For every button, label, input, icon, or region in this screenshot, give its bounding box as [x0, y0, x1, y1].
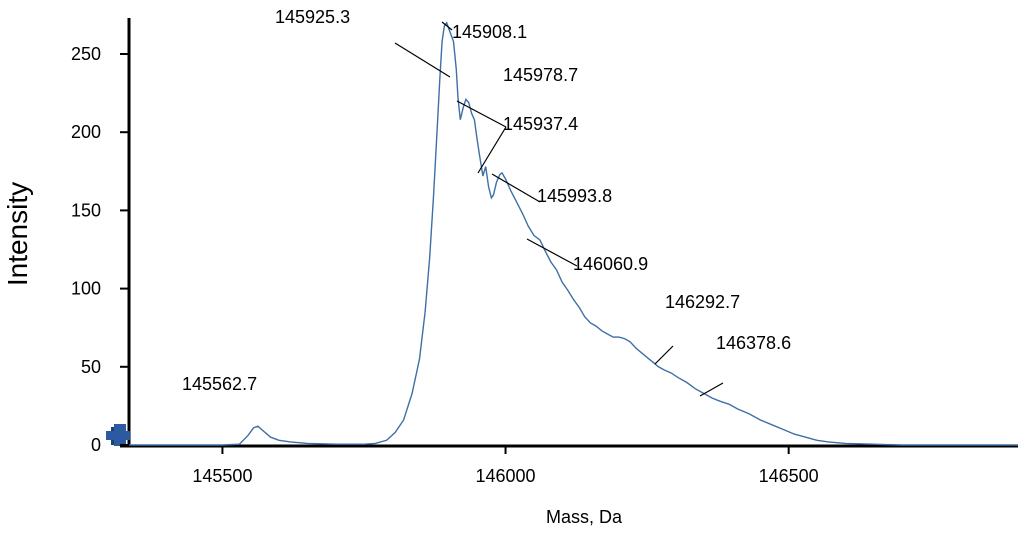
origin-marker-icon [106, 424, 130, 446]
peak-label: 145925.3 [275, 7, 350, 27]
y-tick-label: 0 [91, 435, 101, 455]
peak-label: 145908.1 [452, 22, 527, 42]
peak-leader-line [477, 126, 507, 174]
peak-leader-line [456, 100, 507, 128]
y-axis-ticks: 0 50 100 150 200 250 [71, 44, 129, 455]
peak-leader-line [654, 345, 674, 365]
peak-label: 146292.7 [665, 292, 740, 312]
peak-label: 145937.4 [503, 114, 578, 134]
y-tick-label: 250 [71, 44, 101, 64]
peak-leader-line [491, 173, 541, 203]
x-axis-title: Mass, Da [546, 507, 623, 527]
peak-annotations: 145562.7 145925.3 145908.1 145978.7 145937.4… [182, 7, 791, 397]
peak-label: 145993.8 [537, 186, 612, 206]
peak-leader-line [394, 42, 451, 78]
y-axis-title: Intensity [2, 182, 33, 286]
y-tick-label: 150 [71, 200, 101, 220]
y-tick-label: 200 [71, 122, 101, 142]
peak-label: 146060.9 [573, 254, 648, 274]
peak-label: 145562.7 [182, 374, 257, 394]
x-tick-label: 145500 [192, 466, 252, 486]
peak-leader-line [441, 21, 453, 31]
peak-label: 145978.7 [503, 65, 578, 85]
x-tick-label: 146000 [476, 466, 536, 486]
peak-leader-line [526, 238, 578, 267]
peak-leader-line [699, 382, 724, 397]
y-tick-label: 50 [81, 357, 101, 377]
series-line-spectrum [129, 21, 1018, 446]
y-tick-label: 100 [71, 279, 101, 299]
x-axis-ticks: 145500 146000 146500 [192, 446, 819, 486]
x-tick-label: 146500 [759, 466, 819, 486]
peak-label: 146378.6 [716, 333, 791, 353]
